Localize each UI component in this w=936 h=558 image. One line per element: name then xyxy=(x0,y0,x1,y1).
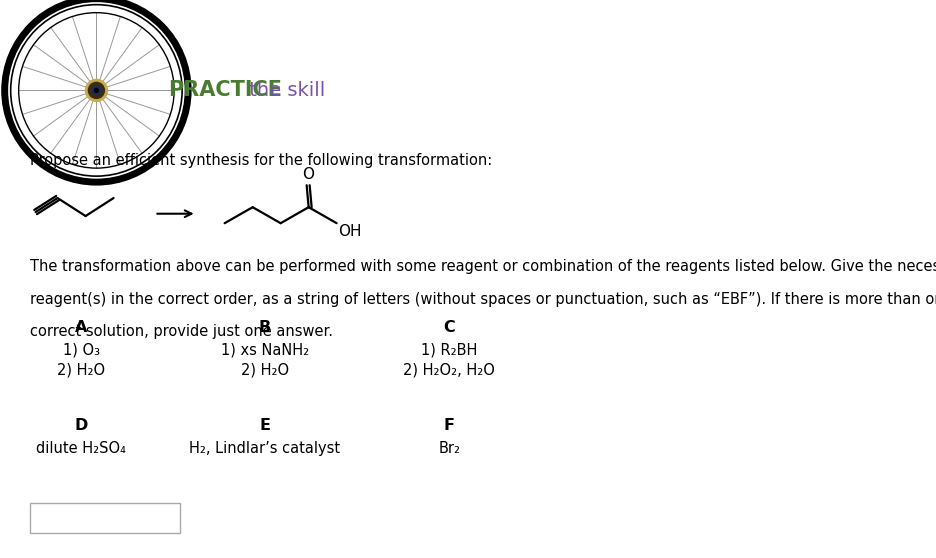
Text: C: C xyxy=(444,320,455,335)
Text: PRACTICE: PRACTICE xyxy=(168,80,283,100)
Text: 2) H₂O: 2) H₂O xyxy=(241,363,289,377)
Text: correct solution, provide just one answer.: correct solution, provide just one answe… xyxy=(30,324,333,339)
Text: D: D xyxy=(75,418,88,433)
Text: 2) H₂O₂, H₂O: 2) H₂O₂, H₂O xyxy=(403,363,495,377)
Text: dilute H₂SO₄: dilute H₂SO₄ xyxy=(37,441,126,455)
Text: F: F xyxy=(444,418,455,433)
Text: A: A xyxy=(75,320,88,335)
Circle shape xyxy=(85,79,108,102)
Text: O: O xyxy=(301,167,314,182)
Text: Propose an efficient synthesis for the following transformation:: Propose an efficient synthesis for the f… xyxy=(30,153,492,168)
Text: OH: OH xyxy=(338,224,361,239)
Circle shape xyxy=(95,88,98,93)
Text: reagent(s) in the correct order, as a string of letters (without spaces or punct: reagent(s) in the correct order, as a st… xyxy=(30,292,936,307)
Text: 2) H₂O: 2) H₂O xyxy=(57,363,106,377)
Bar xyxy=(30,503,180,533)
Text: E: E xyxy=(259,418,271,433)
Text: B: B xyxy=(258,320,271,335)
Text: Br₂: Br₂ xyxy=(438,441,461,455)
Circle shape xyxy=(93,86,100,94)
Text: The transformation above can be performed with some reagent or combination of th: The transformation above can be performe… xyxy=(30,259,936,275)
Text: 1) R₂BH: 1) R₂BH xyxy=(421,343,477,357)
Text: the skill: the skill xyxy=(243,81,326,100)
Circle shape xyxy=(88,83,105,98)
Text: H₂, Lindlar’s catalyst: H₂, Lindlar’s catalyst xyxy=(189,441,341,455)
Text: 1) xs NaNH₂: 1) xs NaNH₂ xyxy=(221,343,309,357)
Text: 1) O₃: 1) O₃ xyxy=(63,343,100,357)
